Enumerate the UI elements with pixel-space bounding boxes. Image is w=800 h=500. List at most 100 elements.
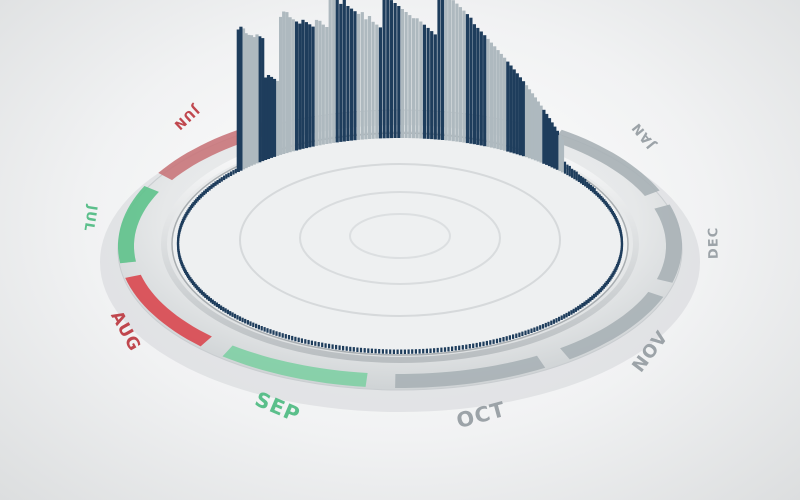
bar (282, 11, 286, 154)
bar (200, 290, 203, 295)
bar (393, 3, 397, 138)
bar (215, 302, 218, 307)
bar-series (176, 0, 624, 354)
bar (196, 285, 199, 290)
bar (318, 20, 322, 146)
bar (403, 349, 406, 354)
bar (574, 307, 577, 312)
bar (197, 287, 200, 292)
bar (547, 321, 550, 327)
bar (260, 326, 263, 331)
bar (389, 0, 393, 139)
bar (536, 326, 539, 331)
bar (195, 198, 198, 204)
bar (246, 320, 249, 325)
bar (342, 0, 346, 142)
bar (214, 181, 217, 186)
bar (462, 10, 466, 143)
bar (518, 77, 522, 156)
bar (226, 309, 229, 315)
bar (353, 11, 357, 141)
bar (188, 207, 191, 212)
bar (469, 17, 473, 144)
bar (385, 349, 388, 354)
bar (276, 80, 280, 156)
bar (558, 316, 561, 322)
bar (236, 315, 239, 320)
bar (233, 313, 237, 319)
bar (212, 182, 215, 188)
bar (458, 345, 461, 351)
bar (314, 341, 317, 346)
bar (225, 174, 228, 179)
bar (266, 75, 271, 159)
month-label-jul: JUL (80, 203, 99, 233)
bar (397, 6, 401, 138)
bar (515, 73, 519, 155)
bar (227, 172, 230, 178)
bar (206, 187, 209, 192)
bar (521, 81, 526, 157)
bar (400, 9, 404, 138)
month-label-jun: JUN (170, 101, 202, 133)
bar (332, 0, 336, 143)
bar (495, 338, 499, 344)
bar (281, 333, 284, 338)
bar (589, 185, 593, 191)
bar (530, 328, 533, 333)
bar (509, 65, 513, 153)
bar (418, 349, 421, 354)
bar (571, 168, 574, 178)
bar (213, 301, 216, 306)
bar (201, 192, 204, 197)
bar (585, 300, 588, 305)
bar (288, 17, 292, 153)
bar (198, 195, 201, 200)
bar (503, 57, 507, 151)
bar (441, 0, 445, 140)
bar (207, 296, 211, 301)
bar (493, 46, 497, 149)
bar (476, 27, 480, 145)
bar (505, 336, 508, 341)
bar (249, 321, 252, 326)
bar (582, 177, 585, 185)
bar (338, 345, 341, 350)
bar (239, 26, 243, 171)
bar (465, 14, 469, 144)
bar (232, 170, 235, 175)
bar (547, 118, 552, 167)
bar (479, 31, 483, 146)
bar (258, 36, 262, 163)
bar (591, 186, 594, 193)
bar (605, 281, 608, 286)
bar (244, 33, 248, 169)
bar (224, 308, 227, 313)
bar (311, 26, 315, 147)
bar (539, 105, 543, 163)
bar (404, 12, 408, 138)
month-label-jan: JAN (629, 119, 659, 152)
bar (598, 194, 601, 199)
bar (485, 340, 488, 346)
bar (579, 304, 582, 309)
bar (426, 27, 430, 139)
bar (603, 199, 606, 204)
bar (204, 189, 207, 194)
bar (422, 348, 425, 354)
bar (596, 290, 599, 296)
bar (515, 333, 518, 338)
bar (461, 345, 464, 350)
bar (191, 203, 194, 209)
bar (335, 0, 339, 143)
bar (308, 24, 312, 148)
month-band-aug (125, 274, 212, 347)
bar (223, 175, 226, 181)
bar (587, 298, 590, 304)
bar (255, 34, 259, 164)
bar (360, 12, 364, 140)
bar (455, 3, 459, 142)
bar (196, 197, 199, 202)
bar (512, 69, 516, 154)
bar (263, 327, 266, 332)
